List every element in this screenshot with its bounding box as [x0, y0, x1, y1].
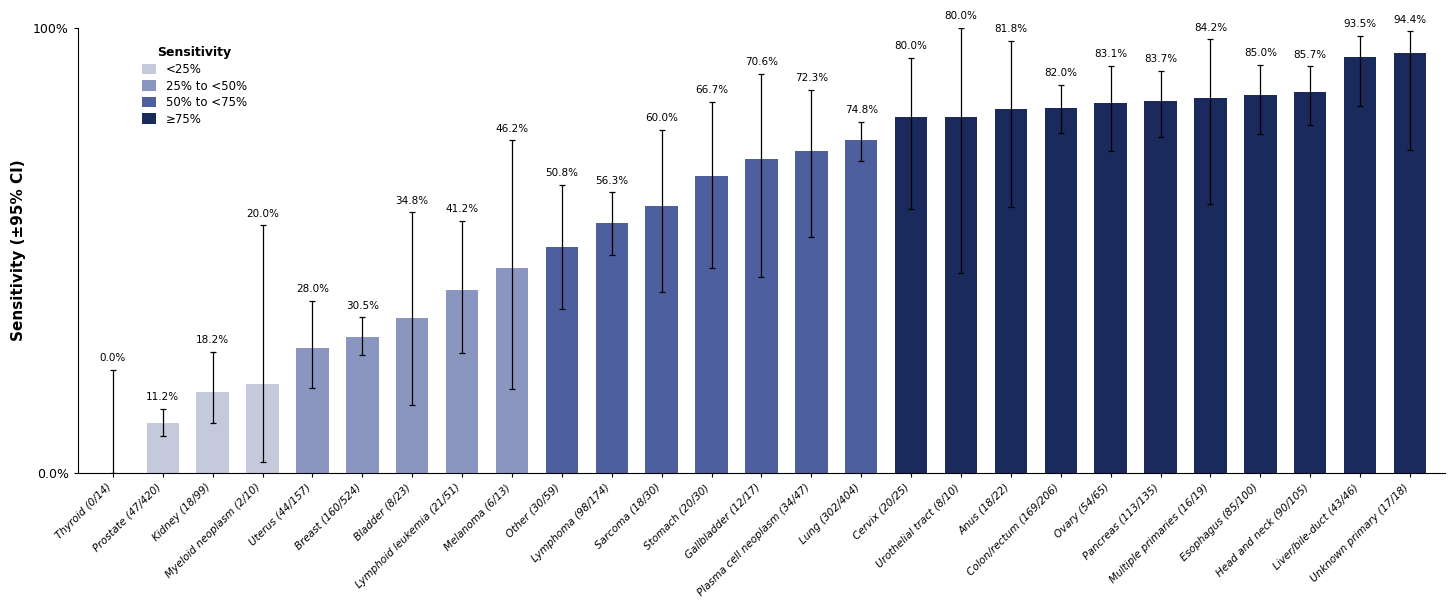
Text: 20.0%: 20.0% [246, 208, 280, 219]
Bar [1243, 95, 1277, 473]
Text: 93.5%: 93.5% [1344, 19, 1376, 29]
Bar [795, 152, 827, 473]
Text: 0.0%: 0.0% [100, 353, 127, 363]
Text: 83.1%: 83.1% [1093, 49, 1127, 59]
Text: 56.3%: 56.3% [596, 175, 629, 186]
Text: 28.0%: 28.0% [296, 284, 329, 294]
Text: 34.8%: 34.8% [396, 195, 428, 206]
Bar [1044, 108, 1077, 473]
Text: 80.0%: 80.0% [945, 12, 977, 21]
Text: 85.7%: 85.7% [1293, 50, 1326, 60]
Bar [696, 177, 728, 473]
Bar [1194, 99, 1226, 473]
Bar [396, 319, 428, 473]
Text: 85.0%: 85.0% [1243, 48, 1277, 58]
Bar [994, 109, 1026, 473]
Bar [1095, 104, 1127, 473]
Text: 81.8%: 81.8% [994, 24, 1028, 34]
Bar [596, 222, 628, 473]
Y-axis label: Sensitivity (±95% CI): Sensitivity (±95% CI) [12, 160, 26, 342]
Text: 46.2%: 46.2% [495, 124, 529, 133]
Bar [844, 140, 878, 473]
Bar [496, 267, 529, 473]
Text: 41.2%: 41.2% [446, 204, 479, 214]
Text: 11.2%: 11.2% [146, 392, 179, 402]
Text: 80.0%: 80.0% [894, 41, 927, 51]
Bar [1393, 53, 1427, 473]
Bar [296, 348, 329, 473]
Text: 84.2%: 84.2% [1194, 23, 1227, 33]
Bar [197, 392, 229, 473]
Text: 74.8%: 74.8% [844, 105, 878, 115]
Text: 72.3%: 72.3% [795, 73, 828, 83]
Bar [645, 206, 678, 473]
Bar [895, 117, 927, 473]
Bar [546, 247, 578, 473]
Text: 83.7%: 83.7% [1144, 54, 1176, 64]
Bar [347, 337, 379, 473]
Bar [446, 290, 479, 473]
Text: 70.6%: 70.6% [745, 57, 778, 68]
Bar [1294, 92, 1326, 473]
Bar [745, 159, 778, 473]
Bar [147, 423, 179, 473]
Text: 30.5%: 30.5% [347, 301, 379, 311]
Text: 94.4%: 94.4% [1393, 15, 1427, 24]
Text: 18.2%: 18.2% [197, 336, 229, 345]
Text: 60.0%: 60.0% [645, 113, 678, 124]
Text: 50.8%: 50.8% [546, 168, 578, 178]
Bar [945, 117, 977, 473]
Bar [1344, 57, 1376, 473]
Bar [246, 384, 278, 473]
Text: 66.7%: 66.7% [695, 85, 728, 95]
Legend: <25%, 25% to <50%, 50% to <75%, ≥75%: <25%, 25% to <50%, 50% to <75%, ≥75% [138, 43, 250, 129]
Text: 82.0%: 82.0% [1044, 68, 1077, 79]
Bar [1144, 100, 1176, 473]
